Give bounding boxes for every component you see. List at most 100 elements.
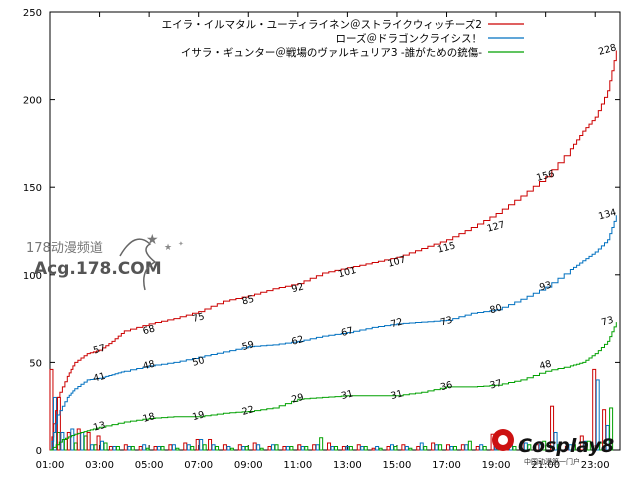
bar-red [195,438,200,451]
data-label: 73 [600,315,615,329]
bar-blue [449,445,454,451]
bar-blue [375,445,380,451]
data-label: 68 [142,324,157,338]
bar-blue [127,445,132,451]
x-tick-label: 21:00 [531,460,560,471]
data-label: 85 [241,294,256,308]
bar-blue [595,379,600,451]
bar-blue [419,442,424,451]
bar-green [512,445,517,451]
watermark-178-url: Acg.178.COM [34,259,162,279]
watermark-178-star-icon-tiny: ✦ [178,240,184,248]
watermark-178-star-icon: ★ [146,232,159,248]
bar-green [423,445,428,451]
bar-green [215,445,220,451]
bar-green [160,445,165,451]
data-label: 29 [290,392,305,406]
bar-red [341,445,346,451]
data-label: 48 [538,359,553,373]
bar-green [363,445,368,451]
series-line-0 [50,50,617,451]
legend-label: イサラ・ギュンター＠戦場のヴァルキュリア3 -誰がための銃傷- [181,46,482,59]
bar-red [445,444,450,451]
legend-label: ローズ＠ドラゴンクライシス！ [336,32,482,45]
bar-red [183,442,188,451]
data-label: 127 [486,219,506,234]
bar-blue [390,444,394,451]
bar-green [130,445,135,451]
bar-red [416,445,421,451]
data-label: 101 [337,265,357,280]
bar-green [452,445,457,451]
bar-blue [553,431,558,451]
legend: エイラ・イルマタル・ユーティライネン＠ストライクウィッチーズ2ローズ＠ドラゴンク… [162,18,524,59]
data-label: 107 [387,254,407,269]
bar-blue [70,428,75,451]
data-label: 62 [290,334,305,348]
data-label: 18 [142,411,157,425]
x-tick-label: 11:00 [283,460,312,471]
watermark-cosplay8-sub: 中国动漫第一门户 [524,457,580,466]
data-label: 50 [191,355,206,369]
bar-red [208,438,213,451]
axes: 0 50 100 150 200 250 01:00 03:00 05:00 07:00 09:00… [23,8,621,471]
watermark-178: 178动漫频道 Acg.178.COM ★ ★ ✦ [26,232,184,291]
bar-blue [80,431,85,451]
bar-blue [157,445,162,451]
bar-blue [360,445,365,451]
bar-blue [171,444,176,451]
bar-red [386,445,391,451]
bar-green [393,445,398,451]
y-tick-label: 250 [23,8,42,19]
bar-blue [112,445,117,451]
series-line-1 [50,215,617,451]
bar-blue [142,444,147,451]
y-tick-label: 100 [23,271,42,282]
bar-blue [404,445,409,451]
bar-green [274,444,279,451]
bar-red [222,444,227,451]
bar-green [145,447,150,451]
bar-red [356,444,361,451]
data-label: 36 [439,380,454,394]
bar-red [138,445,143,451]
x-tick-label: 03:00 [85,460,114,471]
y-tick-label: 150 [23,183,42,194]
data-label: 75 [191,311,206,325]
bar-green [202,444,207,451]
x-tick-label: 07:00 [184,460,213,471]
data-label: 59 [241,339,256,353]
bar-blue [256,444,261,451]
bar-green [190,445,195,451]
data-label: 19 [191,409,206,423]
bar-green [571,444,576,451]
bar-green [557,444,562,451]
bar-green [482,445,487,451]
series-lines [50,50,617,451]
bar-green [438,444,443,451]
bar-red [76,428,81,451]
bar-green [609,407,614,451]
y-tick-label: 200 [23,96,42,107]
bar-red [66,431,71,451]
bar-blue [186,444,191,451]
data-label: 73 [439,315,454,329]
bar-blue [100,440,105,451]
data-label: 115 [436,240,456,255]
bar-green [115,445,120,451]
bar-green [527,444,532,451]
bar-red [108,445,113,451]
bar-blue [199,438,204,451]
watermark-178-swoosh-icon [119,238,157,291]
data-label: 31 [340,388,355,402]
x-tick-label: 15:00 [383,460,412,471]
bar-blue [330,445,335,451]
bar-red [282,445,287,451]
data-label: 80 [489,302,504,316]
bar-blue [241,445,246,451]
bar-red [460,444,465,451]
bar-green [103,442,108,451]
bar-red [550,405,555,451]
data-label: 92 [290,281,305,295]
